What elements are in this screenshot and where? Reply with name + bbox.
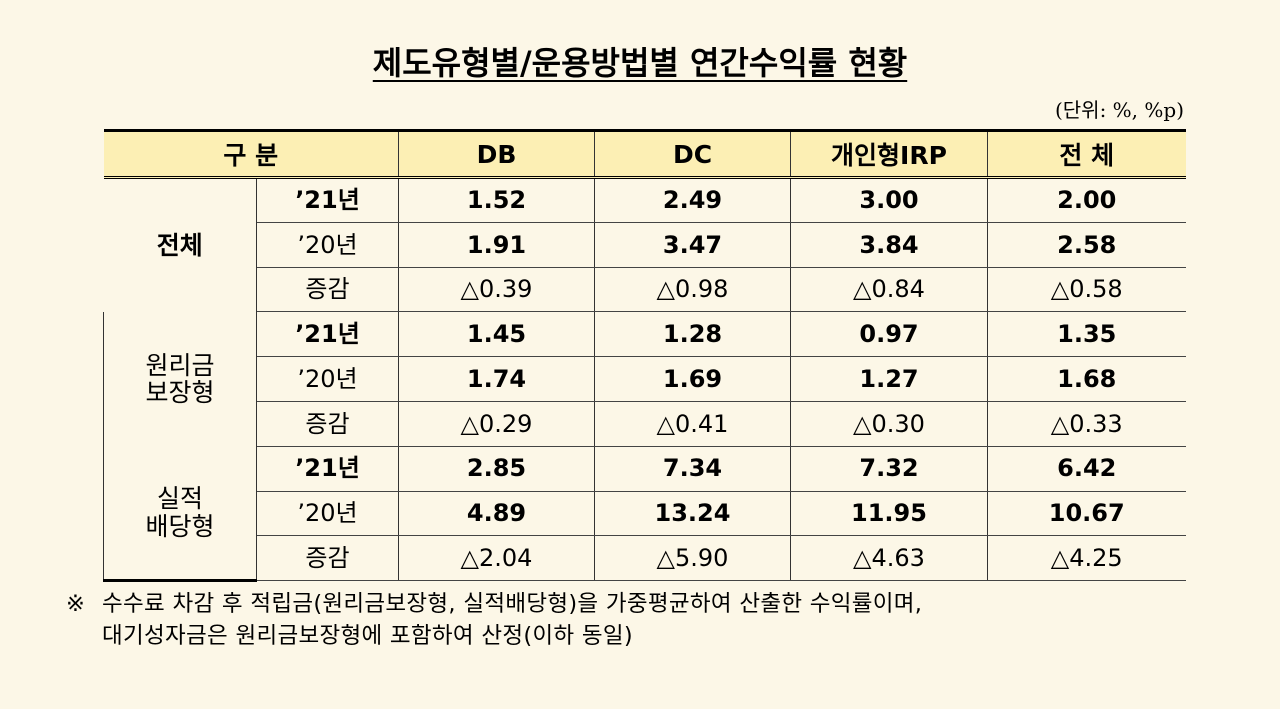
row-label: ’21년 <box>256 311 399 358</box>
row-label: ’20년 <box>256 356 399 402</box>
cell-value: 13.24 <box>594 491 791 537</box>
cell-value: 1.27 <box>790 356 988 402</box>
cell-value: △4.25 <box>987 535 1186 582</box>
footnote-line-2: 대기성자금은 원리금보장형에 포함하여 산정(이하 동일) <box>102 623 633 649</box>
cell-value: △0.29 <box>398 401 595 447</box>
row-label: 증감 <box>256 267 399 313</box>
cell-value: △0.84 <box>790 267 988 313</box>
cell-value: 11.95 <box>790 491 988 537</box>
table-row: 증감 △0.39 △0.98 △0.84 △0.58 <box>104 267 1186 313</box>
cell-value: 3.00 <box>790 177 988 223</box>
cell-value: △5.90 <box>594 535 791 582</box>
returns-table: 구 분 DB DC 개인형IRP 전 체 전체 ’21년 1.52 2.49 3… <box>103 129 1186 583</box>
cell-value: 7.32 <box>790 446 988 492</box>
header-irp: 개인형IRP <box>790 129 988 179</box>
cell-value: △0.98 <box>594 267 791 313</box>
cell-value: △4.63 <box>790 535 988 582</box>
table-row: ’20년 1.91 3.47 3.84 2.58 <box>104 222 1186 268</box>
footnote-line-1: ※ 수수료 차감 후 적립금(원리금보장형, 실적배당형)을 가중평균하여 산출한… <box>66 588 1206 620</box>
cell-value: △0.33 <box>987 401 1186 447</box>
cell-value: 10.67 <box>987 491 1186 537</box>
cell-value: 2.85 <box>398 446 595 492</box>
header-db: DB <box>398 129 595 179</box>
row-label: ’20년 <box>256 222 399 268</box>
footnote: ※ 수수료 차감 후 적립금(원리금보장형, 실적배당형)을 가중평균하여 산출한… <box>66 588 1206 652</box>
table-row: ’20년 4.89 13.24 11.95 10.67 <box>104 491 1186 537</box>
cell-value: 2.58 <box>987 222 1186 268</box>
row-label: ’20년 <box>256 491 399 537</box>
cell-value: 4.89 <box>398 491 595 537</box>
cell-value: 0.97 <box>790 311 988 358</box>
group-label-performance: 실적 배당형 <box>103 446 257 583</box>
cell-value: 1.68 <box>987 356 1186 402</box>
cell-value: 1.45 <box>398 311 595 358</box>
cell-value: △0.41 <box>594 401 791 447</box>
table-row: 전체 ’21년 1.52 2.49 3.00 2.00 <box>103 177 1186 312</box>
cell-value: 1.91 <box>398 222 595 268</box>
cell-value: 1.74 <box>398 356 595 402</box>
row-label: 증감 <box>256 401 399 447</box>
cell-value: △2.04 <box>398 535 595 582</box>
cell-value: 1.52 <box>398 177 595 223</box>
document-title: 제도유형별/운용방법별 연간수익률 현황 <box>372 44 908 82</box>
header-row: 구 분 DB DC 개인형IRP 전 체 <box>103 129 1186 179</box>
cell-value: 3.84 <box>790 222 988 268</box>
table-row: 증감 △2.04 △5.90 △4.63 △4.25 <box>104 535 1186 582</box>
table-row: 실적 배당형 ’21년 2.85 7.34 7.32 6.42 <box>103 446 1186 583</box>
cell-value: 1.28 <box>594 311 791 358</box>
cell-value: 3.47 <box>594 222 791 268</box>
row-label: ’21년 <box>256 177 399 223</box>
table-row: ’20년 1.74 1.69 1.27 1.68 <box>104 356 1186 402</box>
cell-value: 6.42 <box>987 446 1186 492</box>
reference-mark-icon: ※ <box>66 591 86 617</box>
cell-value: △0.58 <box>987 267 1186 313</box>
cell-value: 1.69 <box>594 356 791 402</box>
row-label: 증감 <box>256 535 399 582</box>
unit-label: (단위: %, %p) <box>1054 98 1184 122</box>
cell-value: 2.49 <box>594 177 791 223</box>
header-category: 구 분 <box>103 129 399 179</box>
group-label-principal: 원리금 보장형 <box>103 311 257 447</box>
cell-value: △0.39 <box>398 267 595 313</box>
cell-value: 7.34 <box>594 446 791 492</box>
table-row: 원리금 보장형 ’21년 1.45 1.28 0.97 1.35 <box>103 311 1186 447</box>
cell-value: △0.30 <box>790 401 988 447</box>
group-label-total: 전체 <box>103 177 257 312</box>
cell-value: 2.00 <box>987 177 1186 223</box>
header-dc: DC <box>594 129 791 179</box>
cell-value: 1.35 <box>987 311 1186 358</box>
header-total: 전 체 <box>987 129 1186 179</box>
table-row: 증감 △0.29 △0.41 △0.30 △0.33 <box>104 401 1186 447</box>
row-label: ’21년 <box>256 446 399 492</box>
